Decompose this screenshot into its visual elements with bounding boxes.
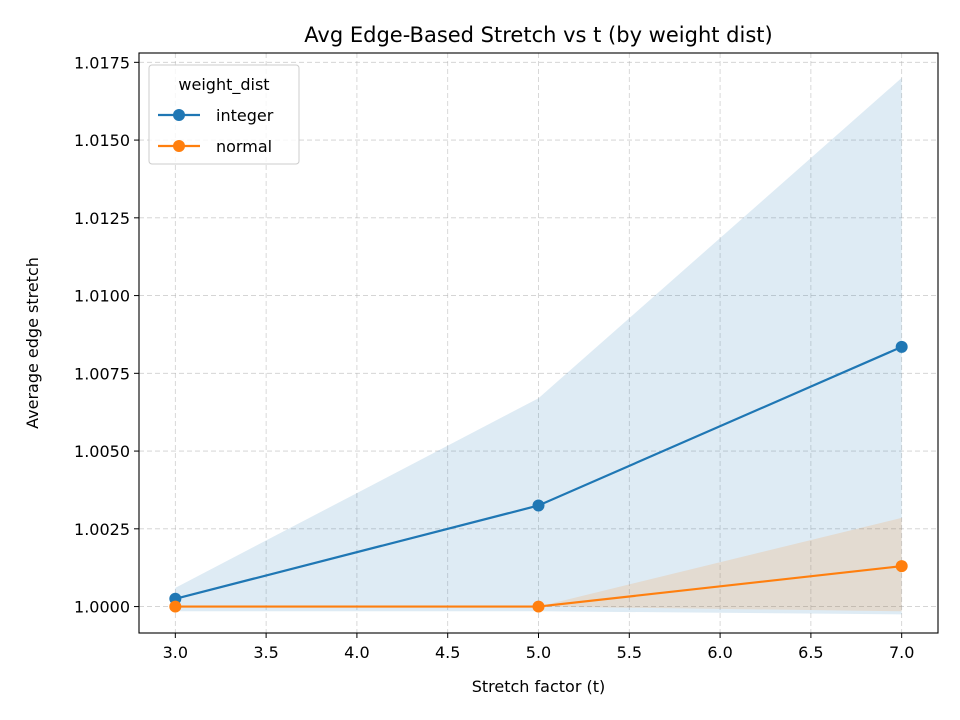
integer-point	[532, 499, 545, 512]
x-tick-label: 3.5	[253, 643, 278, 662]
x-tick-label: 4.5	[435, 643, 460, 662]
x-tick-label: 7.0	[889, 643, 914, 662]
x-tick-label: 4.0	[344, 643, 369, 662]
legend-normal-label: normal	[216, 137, 272, 156]
legend-normal-marker	[173, 140, 185, 152]
y-tick-label: 1.0175	[74, 53, 130, 72]
y-tick-label: 1.0025	[74, 520, 130, 539]
y-tick-label: 1.0075	[74, 364, 130, 383]
x-axis-label: Stretch factor (t)	[472, 677, 606, 696]
y-axis-ticks: 1.0000 1.0025 1.0050 1.0075 1.0100 1.0125 1.01…	[74, 53, 139, 617]
normal-point	[532, 600, 545, 613]
x-tick-label: 5.5	[617, 643, 642, 662]
legend-integer-label: integer	[216, 106, 274, 125]
x-tick-label: 3.0	[163, 643, 188, 662]
confidence-bands	[175, 77, 902, 615]
x-tick-label: 5.0	[526, 643, 551, 662]
integer-band	[175, 77, 902, 615]
normal-band	[175, 517, 902, 612]
y-tick-label: 1.0125	[74, 209, 130, 228]
x-tick-label: 6.5	[798, 643, 823, 662]
x-tick-label: 6.0	[707, 643, 732, 662]
legend-integer-marker	[173, 109, 185, 121]
x-axis-ticks: 3.0 3.5 4.0 4.5 5.0 5.5 6.0 6.5 7.0	[163, 633, 914, 662]
legend-box	[148, 64, 300, 165]
normal-point	[895, 560, 908, 573]
y-tick-label: 1.0000	[74, 598, 130, 617]
series-lines	[169, 340, 908, 613]
chart-title: Avg Edge-Based Stretch vs t (by weight d…	[304, 23, 772, 47]
normal-point	[169, 600, 182, 613]
y-tick-label: 1.0150	[74, 131, 130, 150]
y-tick-label: 1.0050	[74, 442, 130, 461]
integer-point	[895, 340, 908, 353]
y-axis-label: Average edge stretch	[23, 257, 42, 429]
legend-title: weight_dist	[178, 75, 269, 95]
y-tick-label: 1.0100	[74, 287, 130, 306]
grid	[139, 53, 938, 633]
